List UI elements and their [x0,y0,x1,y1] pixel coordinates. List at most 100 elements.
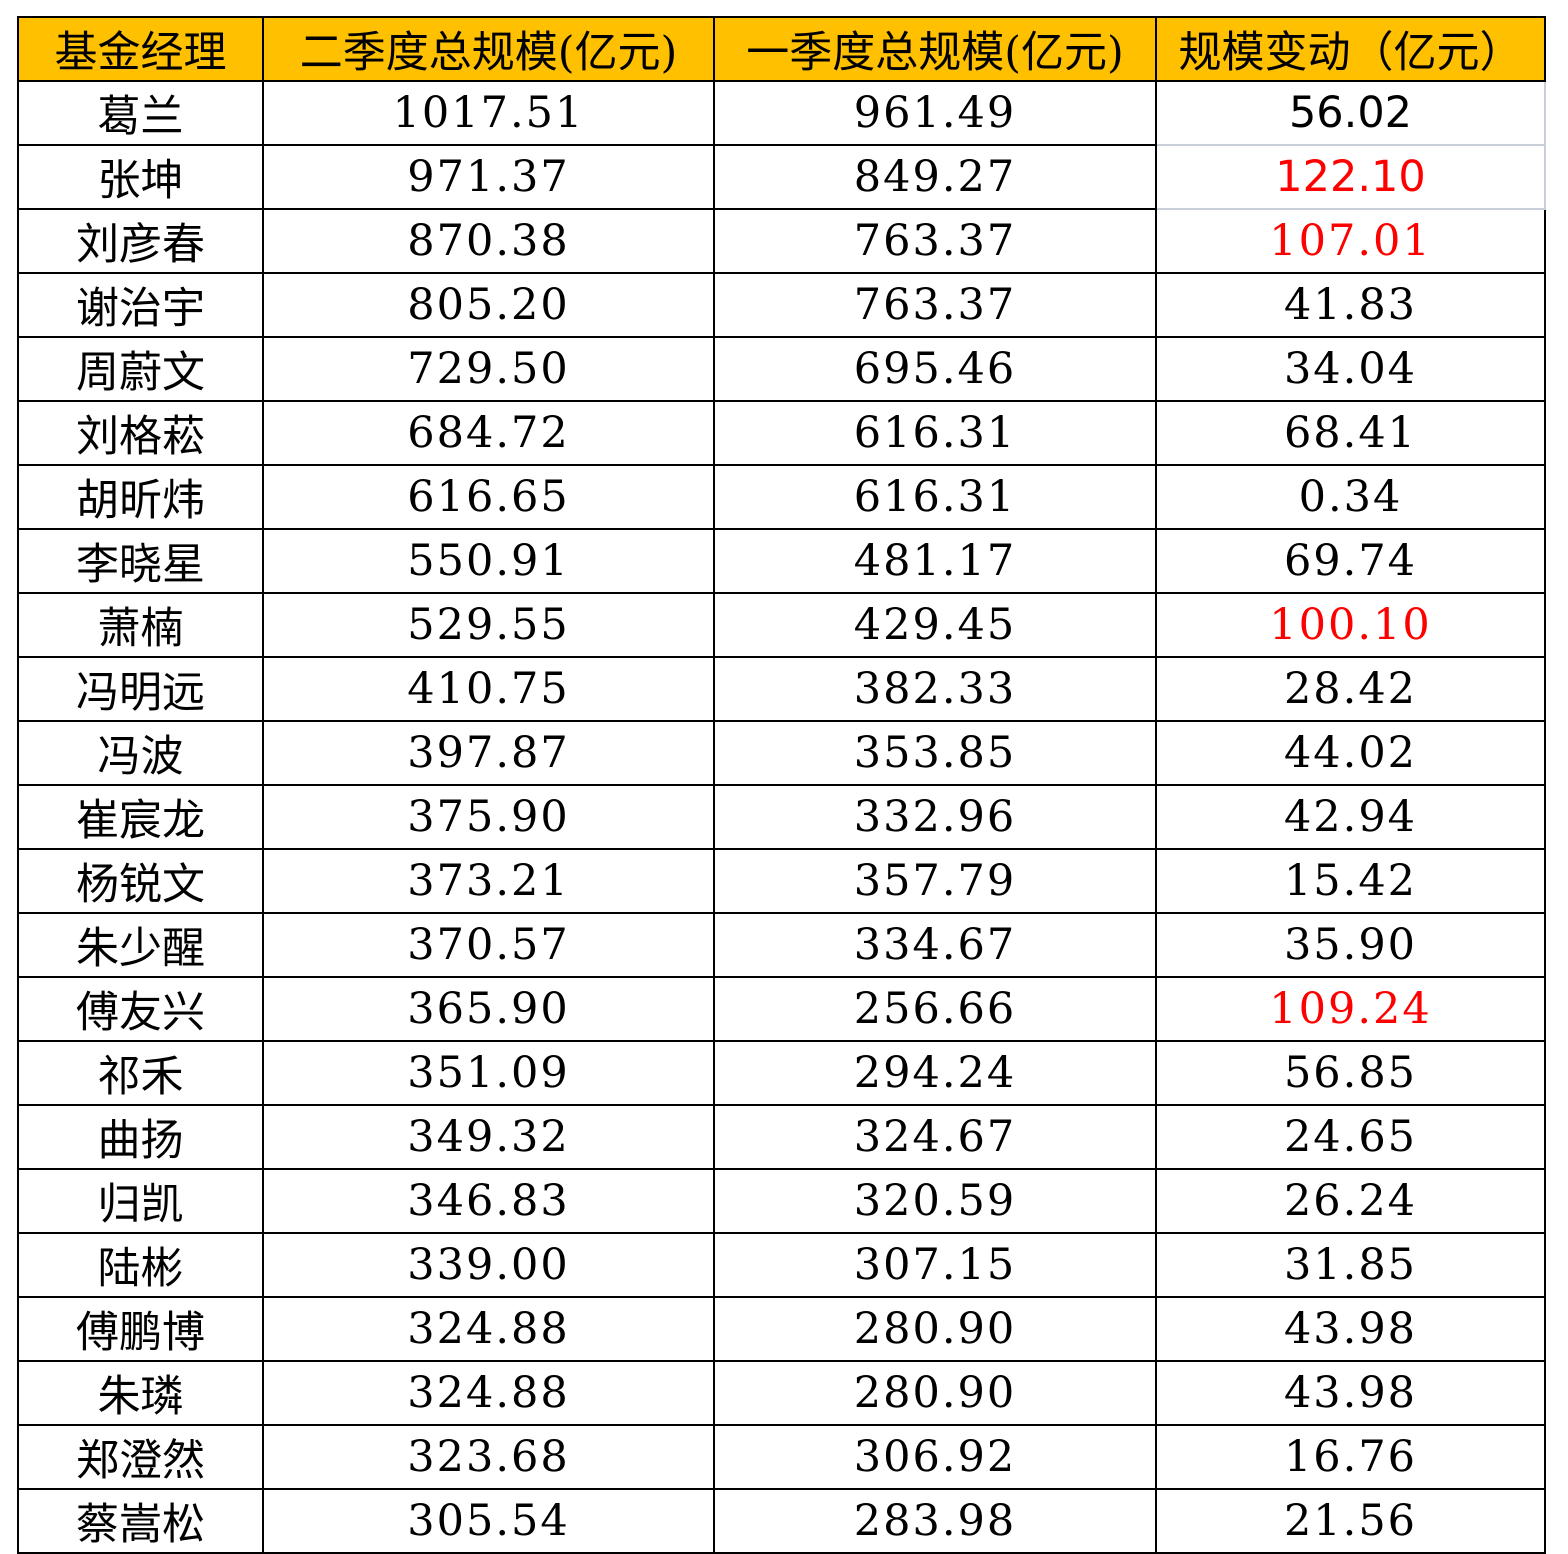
scale-change-cell: 26.24 [1155,1168,1546,1234]
scale-change-cell: 41.83 [1155,272,1546,338]
scale-change-cell: 15.42 [1155,848,1546,914]
manager-name-cell: 冯明远 [17,656,264,722]
q1-scale-cell: 324.67 [713,1104,1157,1170]
col-header-change: 规模变动（亿元） [1155,16,1546,82]
scale-change-cell: 109.24 [1155,976,1546,1042]
q2-scale-cell: 410.75 [262,656,715,722]
table-row: 杨锐文 373.21 357.79 15.42 [17,848,1546,914]
scale-change-cell: 107.01 [1155,208,1546,274]
table-row: 朱璘 324.88 280.90 43.98 [17,1360,1546,1426]
q2-scale-cell: 373.21 [262,848,715,914]
scale-change-cell: 56.85 [1155,1040,1546,1106]
scale-change-cell: 21.56 [1155,1488,1546,1554]
table-row: 萧楠 529.55 429.45 100.10 [17,592,1546,658]
table-row: 张坤 971.37 849.27 122.10 [17,144,1546,210]
scale-change-cell: 68.41 [1155,400,1546,466]
table-row: 傅鹏博 324.88 280.90 43.98 [17,1296,1546,1362]
scale-change-cell: 43.98 [1155,1360,1546,1426]
q2-scale-cell: 324.88 [262,1360,715,1426]
q2-scale-cell: 349.32 [262,1104,715,1170]
table-row: 陆彬 339.00 307.15 31.85 [17,1232,1546,1298]
col-header-q2-scale: 二季度总规模(亿元) [262,16,715,82]
q2-scale-cell: 729.50 [262,336,715,402]
q1-scale-cell: 481.17 [713,528,1157,594]
q2-scale-cell: 684.72 [262,400,715,466]
q1-scale-cell: 849.27 [713,144,1157,210]
table-row: 傅友兴 365.90 256.66 109.24 [17,976,1546,1042]
manager-name-cell: 祁禾 [17,1040,264,1106]
table-row: 崔宸龙 375.90 332.96 42.94 [17,784,1546,850]
q1-scale-cell: 357.79 [713,848,1157,914]
table-body: 葛兰 1017.51 961.49 56.02 张坤 971.37 849.27 122.10… [17,80,1546,1554]
scale-change-cell: 69.74 [1155,528,1546,594]
manager-name-cell: 郑澄然 [17,1424,264,1490]
scale-change-cell: 35.90 [1155,912,1546,978]
manager-name-cell: 胡昕炜 [17,464,264,530]
table-row: 周蔚文 729.50 695.46 34.04 [17,336,1546,402]
q1-scale-cell: 283.98 [713,1488,1157,1554]
table-row: 谢治宇 805.20 763.37 41.83 [17,272,1546,338]
q2-scale-cell: 870.38 [262,208,715,274]
manager-name-cell: 张坤 [17,144,264,210]
scale-change-cell: 44.02 [1155,720,1546,786]
scale-change-cell: 42.94 [1155,784,1546,850]
q2-scale-cell: 323.68 [262,1424,715,1490]
scale-change-cell: 28.42 [1155,656,1546,722]
table-row: 刘格菘 684.72 616.31 68.41 [17,400,1546,466]
manager-name-cell: 曲扬 [17,1104,264,1170]
q1-scale-cell: 306.92 [713,1424,1157,1490]
manager-name-cell: 周蔚文 [17,336,264,402]
q1-scale-cell: 616.31 [713,464,1157,530]
table-row: 曲扬 349.32 324.67 24.65 [17,1104,1546,1170]
q2-scale-cell: 529.55 [262,592,715,658]
table-row: 归凯 346.83 320.59 26.24 [17,1168,1546,1234]
q2-scale-cell: 1017.51 [262,80,715,146]
manager-name-cell: 傅鹏博 [17,1296,264,1362]
table-row: 刘彦春 870.38 763.37 107.01 [17,208,1546,274]
q2-scale-cell: 375.90 [262,784,715,850]
q1-scale-cell: 763.37 [713,272,1157,338]
scale-change-cell: 24.65 [1155,1104,1546,1170]
table-row: 李晓星 550.91 481.17 69.74 [17,528,1546,594]
table-row: 葛兰 1017.51 961.49 56.02 [17,80,1546,146]
col-header-q1-scale: 一季度总规模(亿元) [713,16,1157,82]
q2-scale-cell: 305.54 [262,1488,715,1554]
scale-change-cell: 16.76 [1155,1424,1546,1490]
q1-scale-cell: 256.66 [713,976,1157,1042]
q2-scale-cell: 324.88 [262,1296,715,1362]
q1-scale-cell: 332.96 [713,784,1157,850]
manager-name-cell: 刘彦春 [17,208,264,274]
manager-name-cell: 崔宸龙 [17,784,264,850]
scale-change-cell: 56.02 [1155,80,1546,146]
q2-scale-cell: 550.91 [262,528,715,594]
q1-scale-cell: 320.59 [713,1168,1157,1234]
manager-name-cell: 蔡嵩松 [17,1488,264,1554]
q1-scale-cell: 294.24 [713,1040,1157,1106]
manager-name-cell: 萧楠 [17,592,264,658]
table-row: 祁禾 351.09 294.24 56.85 [17,1040,1546,1106]
q1-scale-cell: 961.49 [713,80,1157,146]
manager-name-cell: 刘格菘 [17,400,264,466]
q1-scale-cell: 307.15 [713,1232,1157,1298]
q1-scale-cell: 616.31 [713,400,1157,466]
scale-change-cell: 0.34 [1155,464,1546,530]
q1-scale-cell: 353.85 [713,720,1157,786]
q2-scale-cell: 365.90 [262,976,715,1042]
manager-name-cell: 傅友兴 [17,976,264,1042]
manager-name-cell: 李晓星 [17,528,264,594]
scale-change-cell: 34.04 [1155,336,1546,402]
q2-scale-cell: 346.83 [262,1168,715,1234]
table-row: 冯波 397.87 353.85 44.02 [17,720,1546,786]
scale-change-cell: 122.10 [1155,144,1546,210]
q1-scale-cell: 763.37 [713,208,1157,274]
table-row: 朱少醒 370.57 334.67 35.90 [17,912,1546,978]
manager-name-cell: 朱少醒 [17,912,264,978]
q2-scale-cell: 971.37 [262,144,715,210]
q1-scale-cell: 695.46 [713,336,1157,402]
header-row: 基金经理 二季度总规模(亿元) 一季度总规模(亿元) 规模变动（亿元） [17,16,1546,82]
q2-scale-cell: 616.65 [262,464,715,530]
scale-change-cell: 43.98 [1155,1296,1546,1362]
scale-change-cell: 31.85 [1155,1232,1546,1298]
manager-name-cell: 冯波 [17,720,264,786]
